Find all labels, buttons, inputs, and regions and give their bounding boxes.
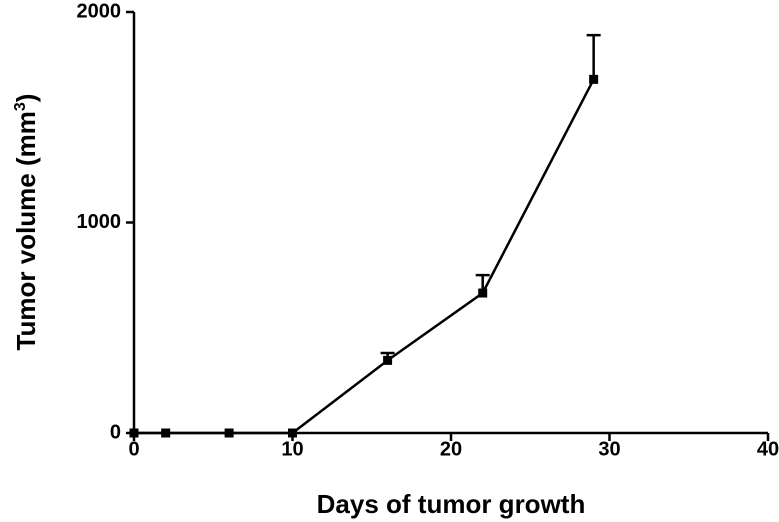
data-markers xyxy=(129,74,599,438)
y-tick-label: 0 xyxy=(110,421,121,443)
x-tick-label: 20 xyxy=(440,438,462,460)
y-tick-label: 1000 xyxy=(77,211,122,233)
axes xyxy=(132,12,768,435)
x-tick-label: 10 xyxy=(281,438,303,460)
error-bars xyxy=(380,33,601,361)
y-axis-title: Tumor volume (mm3) xyxy=(11,94,41,351)
series-line xyxy=(134,78,595,435)
data-point xyxy=(383,355,393,365)
data-point xyxy=(589,74,599,84)
y-axis-title-main: Tumor volume (mm xyxy=(11,111,41,350)
y-ticks: 0 1000 2000 xyxy=(77,0,134,443)
data-point xyxy=(478,288,488,298)
x-tick-label: 0 xyxy=(128,438,139,460)
data-point xyxy=(288,428,297,438)
x-tick-label: 30 xyxy=(598,438,620,460)
y-axis-title-close: ) xyxy=(11,94,41,103)
y-tick-label: 2000 xyxy=(77,0,122,22)
x-axis-title: Days of tumor growth xyxy=(317,489,586,519)
x-tick-label: 40 xyxy=(757,438,779,460)
data-point xyxy=(129,428,139,438)
data-point xyxy=(161,428,171,438)
y-axis-title-superscript: 3 xyxy=(12,102,29,111)
data-point xyxy=(224,428,234,438)
x-ticks: 0 10 20 30 40 xyxy=(128,433,779,460)
